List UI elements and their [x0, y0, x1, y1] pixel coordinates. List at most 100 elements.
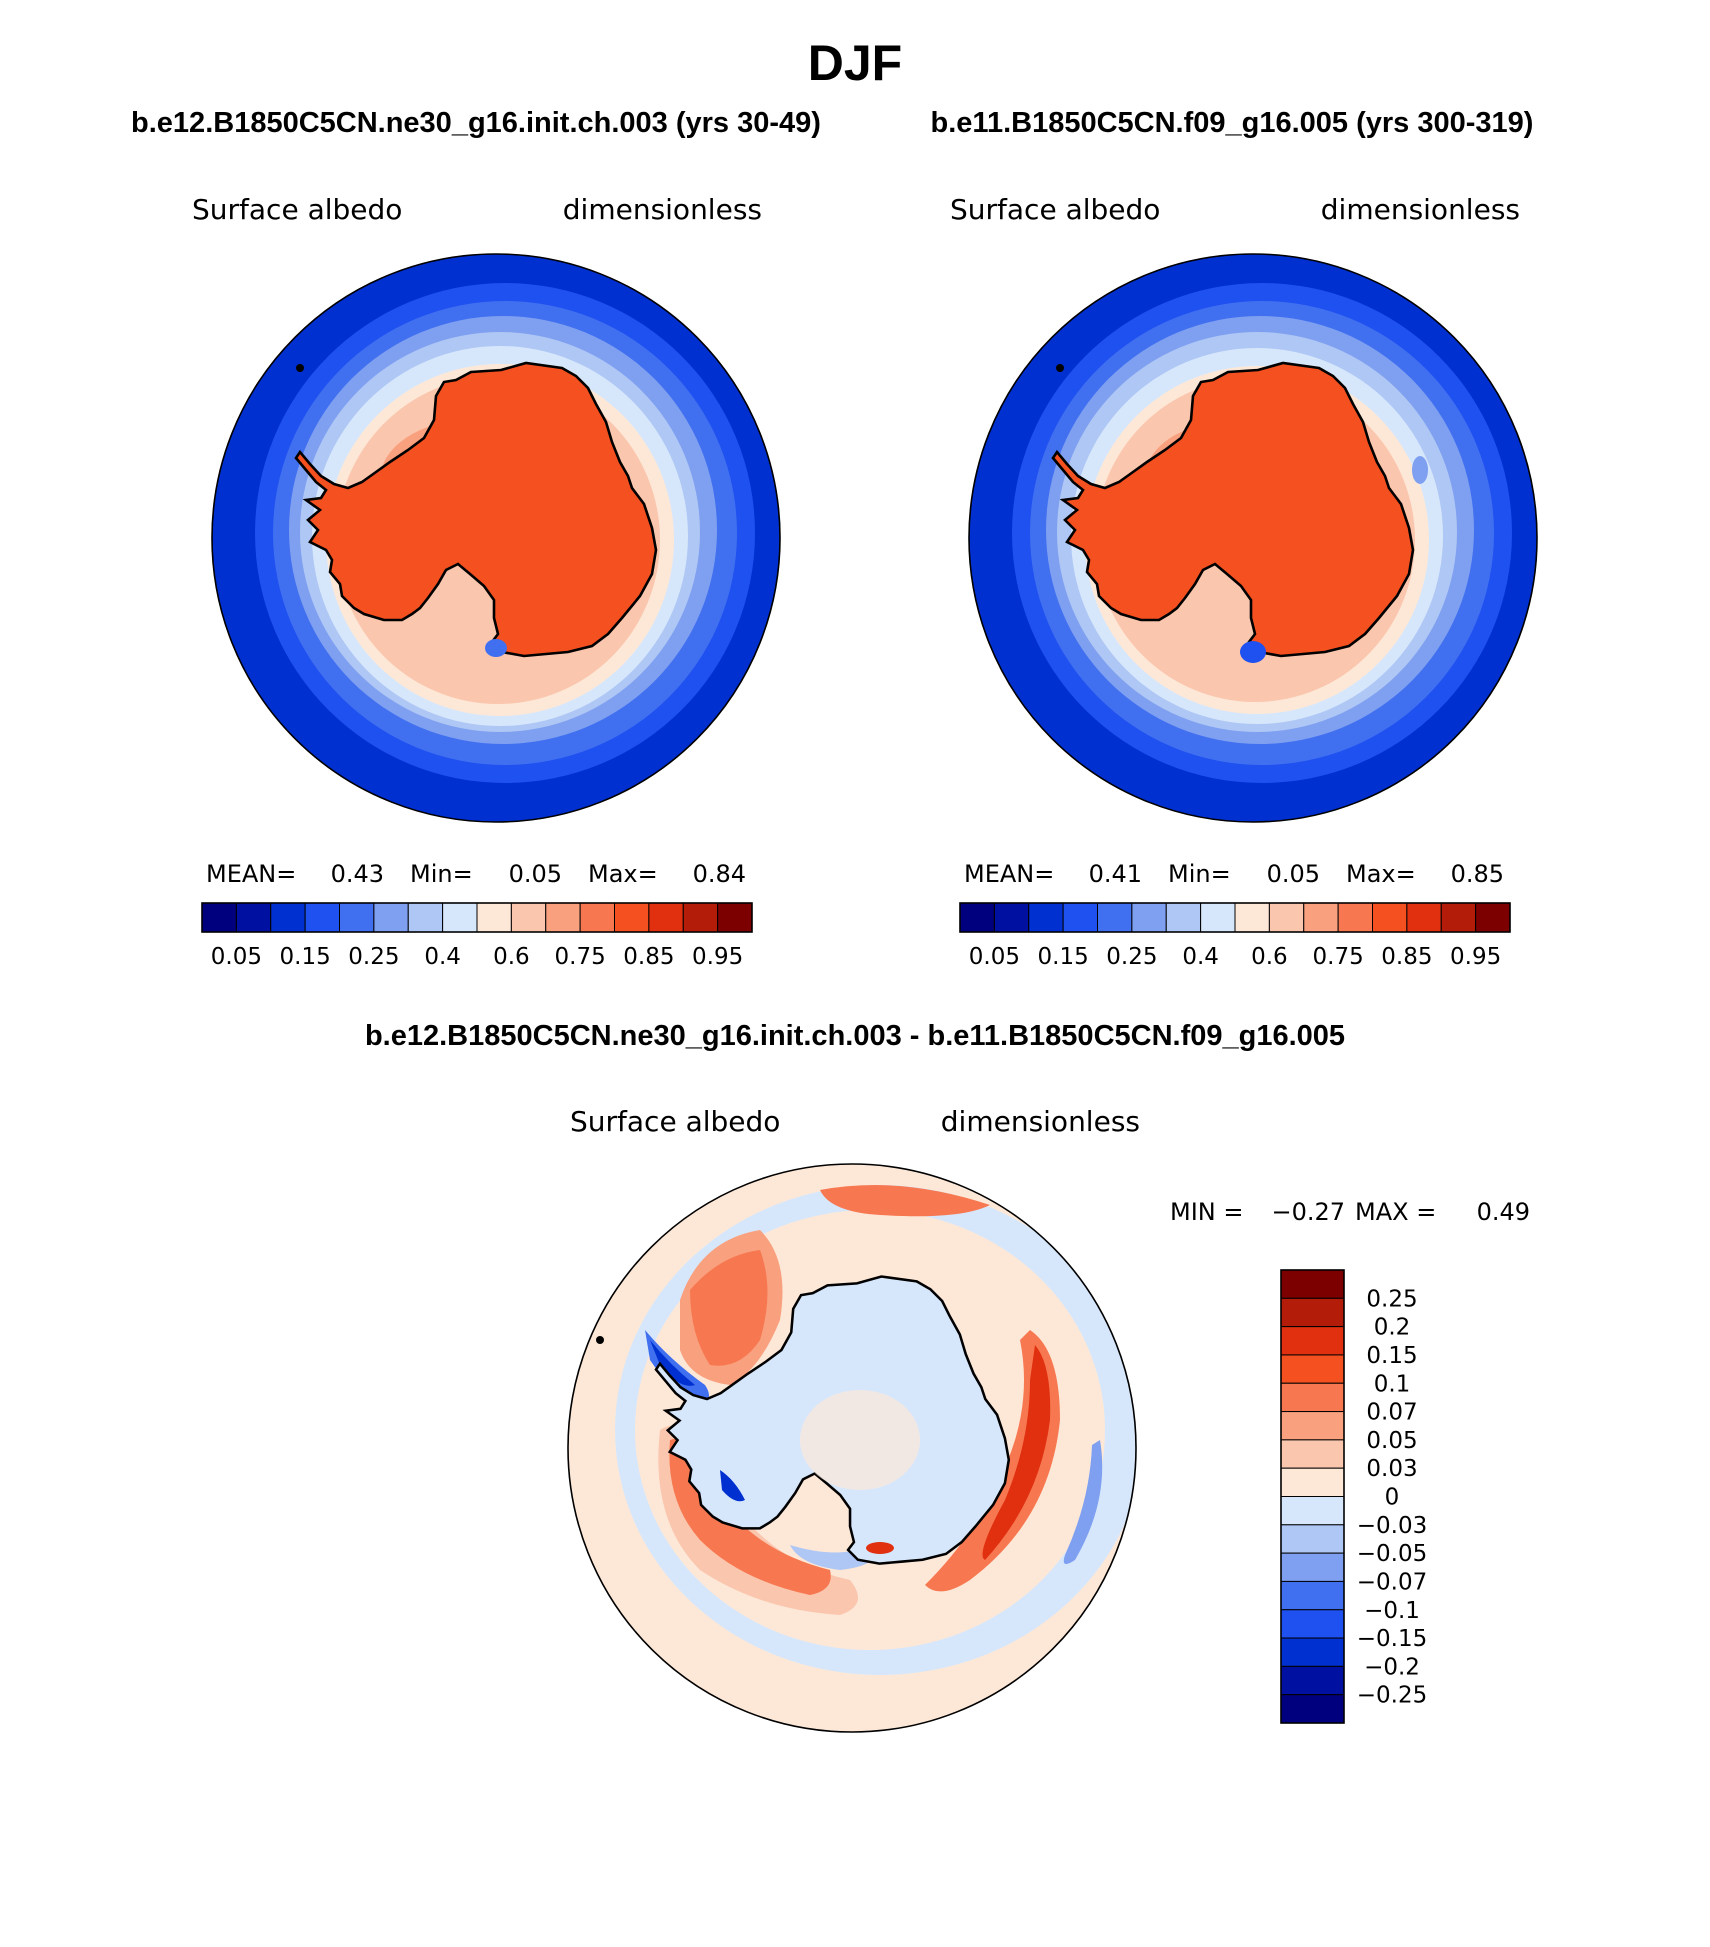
colorbar-swatch [1165, 902, 1202, 933]
colorbar-tick-label: 0.05 [1366, 1428, 1417, 1454]
colorbar-swatch [1280, 1439, 1345, 1469]
colorbar-swatch [1280, 1411, 1345, 1441]
colorbar-tick-label: 0.15 [1038, 944, 1089, 970]
colorbar-swatch [579, 902, 615, 933]
min-label-left: Min= [410, 860, 473, 888]
colorbar-swatch [339, 902, 375, 933]
colorbar-swatch [1234, 902, 1270, 933]
colorbar-swatch [1200, 902, 1236, 933]
colorbar-tick-label: 0.95 [692, 944, 743, 970]
diff-variable-label: Surface albedo [570, 1105, 780, 1138]
colorbar-tick-label: 0.25 [1366, 1286, 1417, 1312]
colorbar-tick-label: −0.03 [1357, 1513, 1427, 1539]
colorbar-swatch [959, 902, 995, 933]
colorbar-swatch [1097, 902, 1133, 933]
map-difference-outline [567, 1163, 1137, 1733]
colorbar-swatch [545, 902, 581, 933]
diff-title: b.e12.B1850C5CN.ne30_g16.init.ch.003 - b… [365, 1020, 1345, 1052]
max-value-right: 0.85 [1451, 860, 1504, 888]
colorbar-tick-label: −0.05 [1357, 1541, 1427, 1567]
diff-max-value: 0.49 [1477, 1198, 1530, 1226]
map-left [212, 254, 780, 822]
colorbar-swatch [717, 902, 753, 933]
colorbar-tick-label: 0.07 [1366, 1400, 1417, 1426]
colorbar-tick-label: 0.85 [623, 944, 674, 970]
colorbar-tick-label: 0.25 [348, 944, 399, 970]
diff-min-label: MIN = [1170, 1198, 1243, 1226]
units-label-right: dimensionless [1321, 193, 1520, 226]
colorbar-swatch [1280, 1496, 1345, 1526]
colorbar-tick-label: 0.85 [1381, 944, 1432, 970]
colorbar-swatch [1303, 902, 1339, 933]
variable-label-right: Surface albedo [950, 193, 1160, 226]
map-left-outline [211, 253, 781, 823]
colorbar-swatch [1280, 1694, 1345, 1724]
colorbar-swatch [1372, 902, 1408, 933]
colorbar-tick-label: 0.6 [1251, 944, 1288, 970]
min-value-right: 0.05 [1267, 860, 1320, 888]
colorbar-swatch [1028, 902, 1064, 933]
colorbar-difference: 0.250.20.150.10.070.050.030−0.03−0.05−0.… [1280, 1269, 1427, 1724]
map-right-outline [968, 253, 1538, 823]
panel-difference: b.e12.B1850C5CN.ne30_g16.init.ch.003 - b… [365, 1020, 1530, 1733]
colorbar-swatch [1406, 902, 1442, 933]
colorbar-swatch [1280, 1609, 1345, 1639]
colorbar-swatch [373, 902, 409, 933]
colorbar-swatch [510, 902, 547, 933]
colorbar-swatch [993, 902, 1030, 933]
colorbar-tick-label: 0.6 [493, 944, 530, 970]
stats-left: MEAN= 0.43 Min= 0.05 Max= 0.84 [206, 860, 746, 888]
colorbar-tick-label: 0.15 [280, 944, 331, 970]
mean-label-left: MEAN= [206, 860, 296, 888]
colorbar-tick-label: 0.1 [1374, 1371, 1411, 1397]
min-label-right: Min= [1168, 860, 1231, 888]
colorbar-swatch [270, 902, 306, 933]
colorbar-swatch [1280, 1665, 1345, 1696]
colorbar-frame [1280, 1269, 1345, 1724]
colorbar-tick-label: 0.05 [211, 944, 262, 970]
diff-max-label: MAX = [1355, 1198, 1436, 1226]
colorbar-tick-label: 0.95 [1450, 944, 1501, 970]
colorbar-tick-label: 0.03 [1366, 1456, 1417, 1482]
colorbar-tick-label: 0.4 [424, 944, 461, 970]
colorbar-swatch [648, 902, 684, 933]
colorbar-swatch [1280, 1326, 1345, 1356]
colorbar-frame [201, 902, 753, 933]
colorbar-tick-label: 0 [1385, 1485, 1400, 1511]
colorbar-tick-label: 0.75 [555, 944, 606, 970]
colorbar-left: 0.05 0.15 0.25 0.4 0.6 0.75 0.85 0.95 [201, 902, 753, 970]
colorbar-swatch [476, 902, 512, 933]
colorbar-swatch [1337, 902, 1373, 933]
colorbar-tick-label: −0.07 [1357, 1569, 1427, 1595]
colorbar-swatch [407, 902, 444, 933]
colorbar-swatch [614, 902, 650, 933]
colorbar-swatch [1131, 902, 1167, 933]
colorbar-frame [959, 902, 1511, 933]
colorbar-swatch [1280, 1524, 1345, 1554]
colorbar-tick-label: 0.25 [1106, 944, 1157, 970]
max-value-left: 0.84 [693, 860, 746, 888]
diff-units-label: dimensionless [941, 1105, 1140, 1138]
colorbar-swatch [1280, 1467, 1345, 1497]
colorbar-swatch [201, 902, 237, 933]
colorbar-swatch [1280, 1382, 1345, 1413]
colorbar-tick-label: 0.4 [1182, 944, 1219, 970]
max-label-right: Max= [1346, 860, 1416, 888]
colorbar-tick-label: −0.15 [1357, 1626, 1427, 1652]
colorbar-tick-label: −0.2 [1364, 1654, 1420, 1680]
colorbar-swatch [235, 902, 272, 933]
colorbar-swatch [1280, 1269, 1345, 1299]
stats-right: MEAN= 0.41 Min= 0.05 Max= 0.85 [964, 860, 1504, 888]
colorbar-tick-label: 0.05 [969, 944, 1020, 970]
colorbar-swatch [1280, 1297, 1345, 1328]
variable-label-left: Surface albedo [192, 193, 402, 226]
colorbar-tick-label: 0.15 [1366, 1343, 1417, 1369]
colorbar-swatch [442, 902, 478, 933]
colorbar-swatch [1440, 902, 1477, 933]
colorbar-swatch [682, 902, 719, 933]
colorbar-tick-label: 0.2 [1374, 1315, 1411, 1341]
map-difference [568, 1164, 1136, 1732]
case-title-left: b.e12.B1850C5CN.ne30_g16.init.ch.003 (yr… [131, 107, 821, 139]
colorbar-swatch [1268, 902, 1305, 933]
